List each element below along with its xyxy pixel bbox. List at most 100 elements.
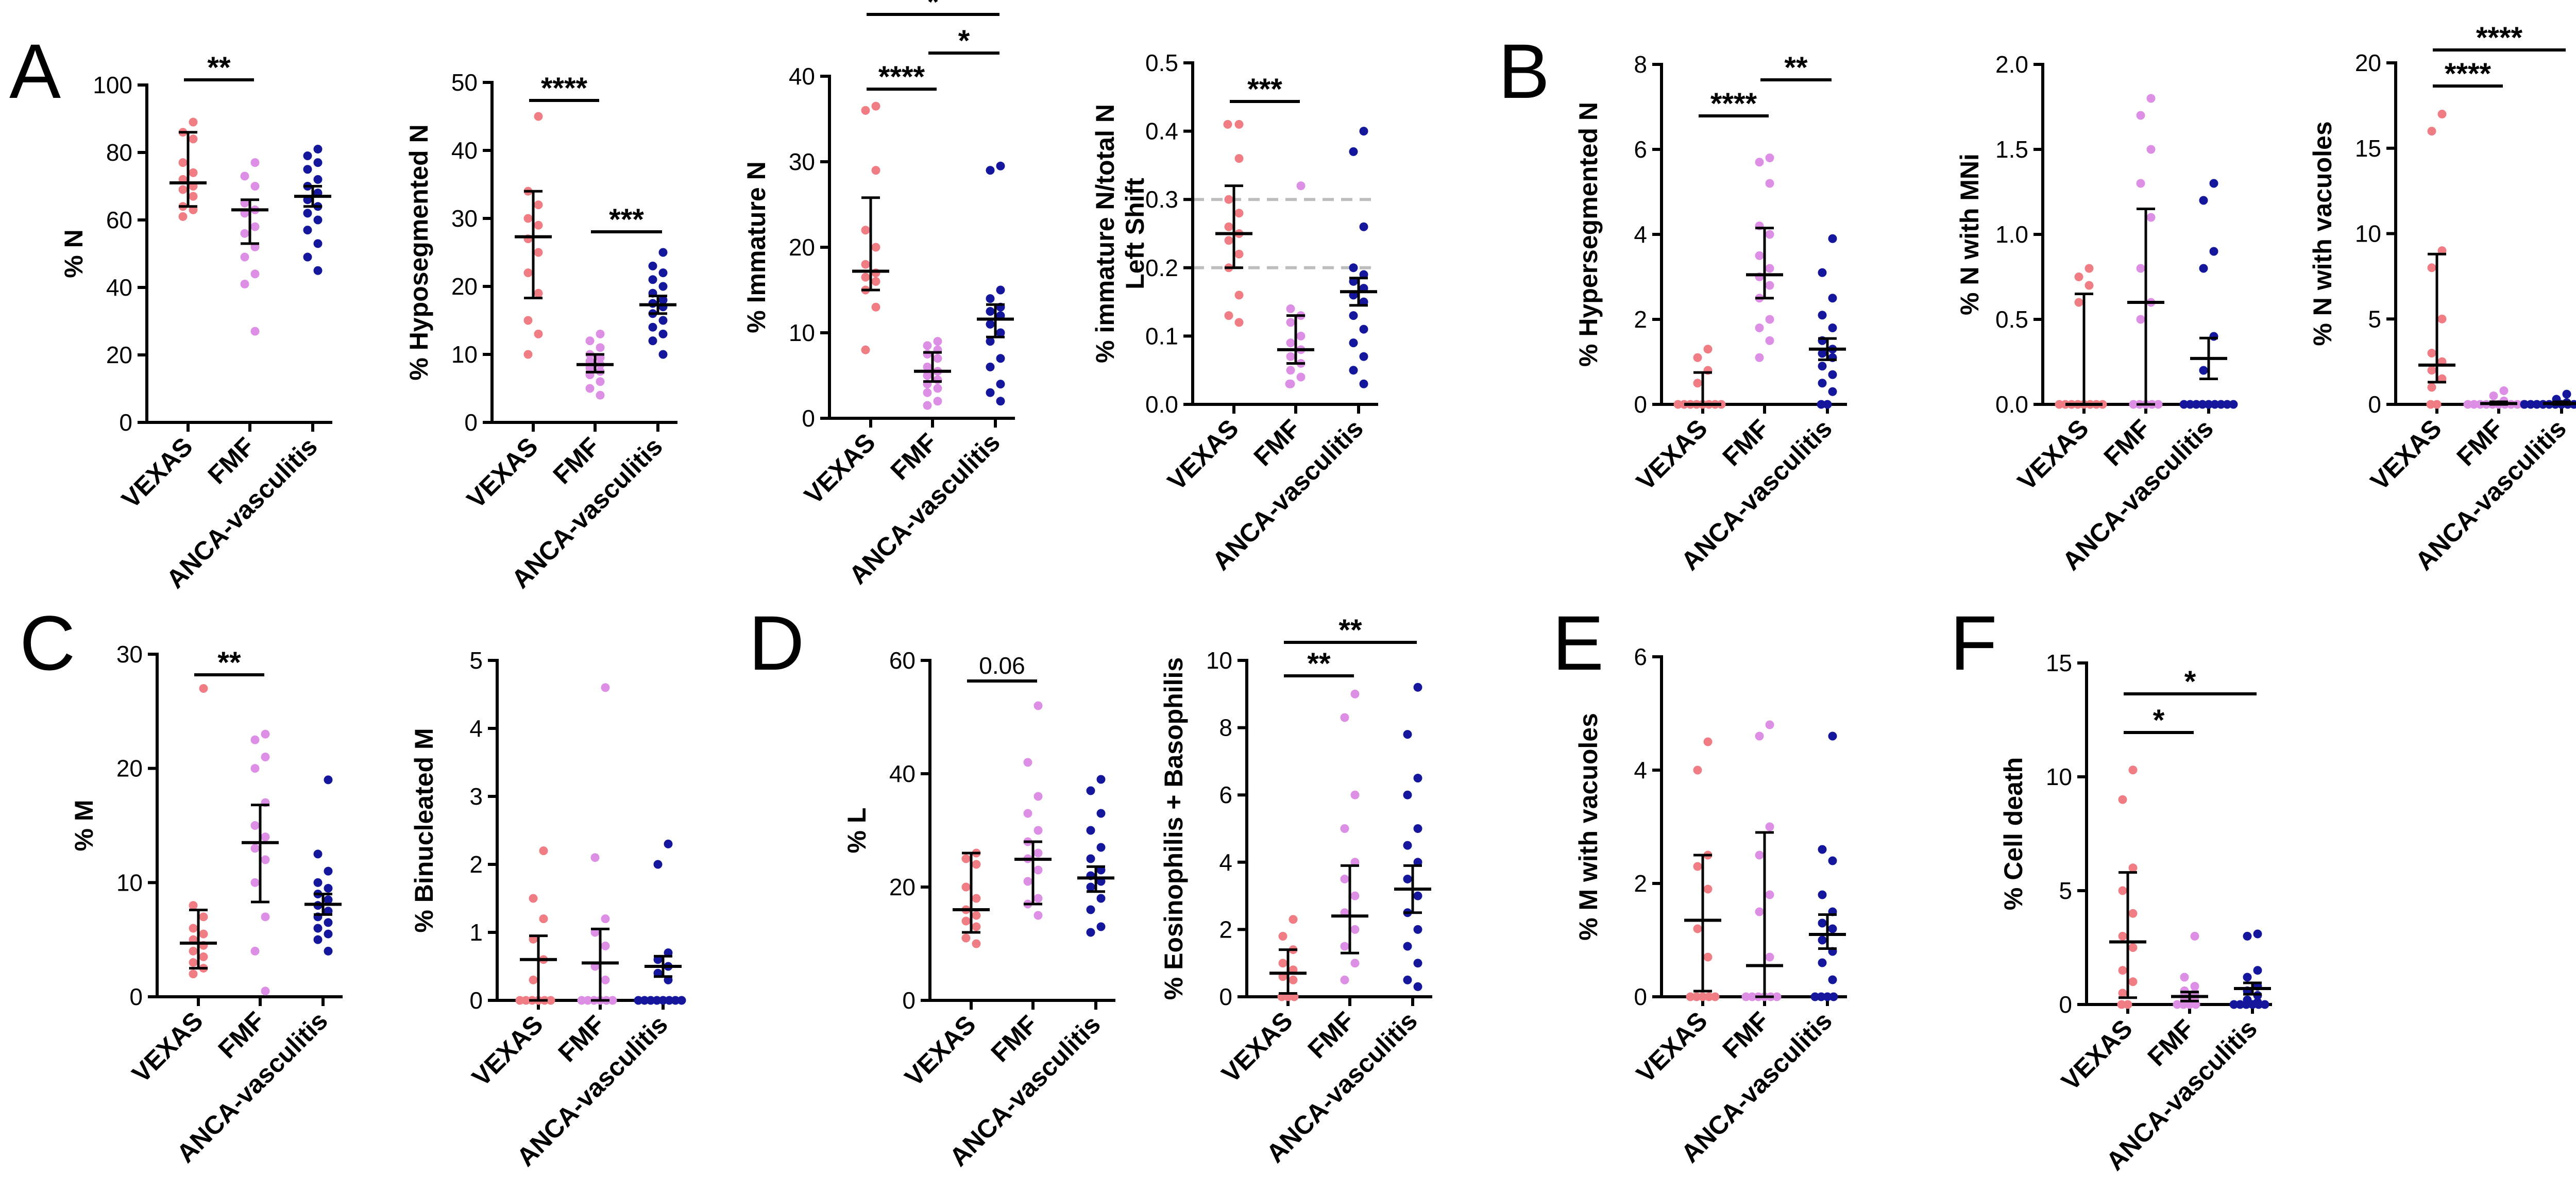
y-tick-label: 40 [889,760,916,787]
data-point-anca-vasculitis [1086,905,1095,914]
data-point-anca-vasculitis [1817,400,1826,409]
y-tick-label: 40 [451,137,478,164]
data-point-anca-vasculitis [648,336,657,346]
y-tick-label: 4 [1634,757,1647,784]
data-point-fmf [1765,281,1774,290]
data-point-anca-vasculitis [658,350,668,359]
y-axis-title: % L [842,808,871,854]
data-point-fmf [1340,824,1349,833]
data-point-vexas [534,329,543,338]
x-category-label: VEXAS [1216,1006,1298,1088]
data-point-vexas [1234,318,1244,327]
data-point-vexas [2128,977,2138,986]
y-tick-label: 20 [106,342,132,368]
significance-label: ** [1307,647,1331,680]
data-point-fmf [1765,822,1774,831]
data-point-vexas [2074,298,2083,307]
data-point-anca-vasculitis [1828,975,1837,984]
panel-letter-e: E [1552,600,1604,686]
data-point-fmf [933,337,942,346]
data-point-fmf [261,729,270,739]
data-point-fmf [250,158,260,167]
data-point-fmf [923,388,932,397]
y-tick-label: 6 [1634,643,1647,670]
data-point-anca-vasculitis [1086,854,1095,863]
data-point-vexas [1686,992,1695,1001]
y-axis-title: % immature N/total N [1091,104,1120,363]
data-point-anca-vasculitis [2199,264,2208,273]
data-point-vexas [1698,992,1707,1001]
data-point-anca-vasculitis [658,295,668,304]
data-point-anca-vasculitis [648,322,657,332]
data-point-anca-vasculitis [986,307,995,316]
data-point-fmf [590,853,600,862]
data-point-vexas [539,846,548,856]
data-point-fmf [596,390,605,400]
data-point-vexas [529,894,538,903]
data-point-fmf [1285,379,1294,388]
data-point-anca-vasculitis [2199,366,2208,375]
y-axis-title: % Hypersegmented N [1574,102,1603,367]
data-point-anca-vasculitis [313,266,323,275]
data-point-fmf [261,912,270,922]
data-point-fmf [1033,826,1043,835]
data-point-anca-vasculitis [986,294,995,303]
significance-label: **** [2476,21,2523,55]
data-point-fmf [250,269,260,279]
data-point-vexas [534,200,543,210]
data-point-fmf [1765,230,1774,239]
data-point-anca-vasculitis [1413,683,1422,692]
data-point-anca-vasculitis [1823,992,1832,1001]
y-tick-label: 0 [1219,983,1232,1010]
data-point-vexas [2118,966,2127,975]
y-tick-label: 10 [2355,220,2381,247]
data-point-fmf [2136,264,2145,273]
x-category-label: FMF [986,1010,1043,1067]
data-point-fmf [240,279,249,288]
data-point-fmf [1755,731,1764,741]
data-point-vexas [1693,379,1702,388]
data-point-vexas [861,106,870,115]
significance-label: *** [609,203,644,236]
data-point-fmf [1033,865,1043,875]
data-point-fmf [1748,992,1757,1001]
data-point-anca-vasculitis [634,996,643,1005]
data-point-vexas [2123,1000,2132,1009]
data-point-fmf [1765,264,1774,273]
y-axis-title: % Hyposegmented N [404,124,433,380]
y-tick-label: 0.4 [1145,118,1178,145]
data-point-fmf [250,878,260,887]
data-point-vexas [1289,975,1298,984]
data-point-anca-vasculitis [2253,966,2262,975]
y-tick-label: 8 [1219,714,1232,741]
data-point-vexas [1710,992,1720,1001]
data-point-anca-vasculitis [313,878,323,887]
data-point-vexas [189,924,198,933]
y-tick-label: 0.5 [1995,306,2028,333]
data-point-fmf [608,996,617,1005]
data-point-anca-vasculitis [648,261,657,270]
data-point-anca-vasculitis [658,996,668,1005]
data-point-anca-vasculitis [2520,400,2529,409]
data-point-anca-vasculitis [313,215,323,225]
y-tick-label: 10 [1206,647,1232,674]
data-point-anca-vasculitis [303,165,312,174]
data-point-anca-vasculitis [1413,925,1422,934]
data-point-vexas [2074,273,2083,281]
data-point-vexas [2432,400,2442,409]
x-category-label: VEXAS [1162,414,1244,496]
data-point-vexas [1704,992,1714,1001]
data-point-anca-vasculitis [303,151,312,161]
data-point-anca-vasculitis [1818,268,1827,277]
data-point-anca-vasculitis [986,362,995,371]
data-point-fmf [923,341,932,350]
y-axis-title: % M with vacuoles [1574,713,1603,941]
data-point-fmf [933,384,942,393]
data-point-anca-vasculitis [1096,922,1106,931]
x-category-label: FMF [2142,1014,2200,1071]
data-point-fmf [1340,874,1349,883]
data-point-vexas [534,288,543,298]
y-axis-title: % Binucleated M [410,728,438,932]
